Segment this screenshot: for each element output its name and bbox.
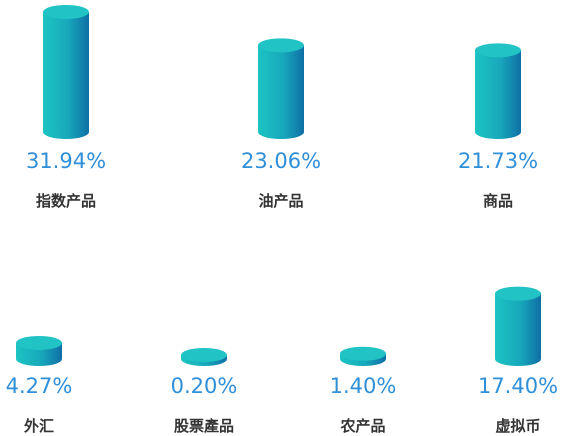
cylinder-body bbox=[258, 45, 304, 139]
cylinder-top bbox=[495, 286, 541, 301]
value-label: 17.40% bbox=[478, 374, 558, 398]
value-label: 1.40% bbox=[330, 374, 397, 398]
cylinder-bar bbox=[181, 348, 227, 366]
value-label: 4.27% bbox=[6, 374, 73, 398]
cylinder-bar bbox=[475, 43, 521, 140]
value-label: 23.06% bbox=[241, 149, 321, 173]
cylinder-top bbox=[181, 348, 227, 362]
cylinder-bar bbox=[495, 286, 541, 366]
cylinder-bar bbox=[16, 335, 62, 366]
cylinder-bar bbox=[43, 5, 89, 139]
category-label: 油产品 bbox=[258, 192, 303, 210]
value-label: 0.20% bbox=[171, 374, 238, 398]
value-label: 21.73% bbox=[458, 149, 538, 173]
category-label: 指数产品 bbox=[36, 192, 96, 210]
cylinder-bar bbox=[340, 346, 386, 366]
cylinder-body bbox=[495, 293, 541, 366]
category-label: 外汇 bbox=[23, 417, 54, 435]
cylinder-body bbox=[43, 12, 89, 139]
value-label: 31.94% bbox=[26, 149, 106, 173]
category-label: 股票產品 bbox=[174, 417, 234, 435]
cylinder-bar bbox=[258, 38, 304, 139]
category-label: 商品 bbox=[483, 192, 513, 210]
category-label: 虚拟币 bbox=[495, 417, 540, 435]
category-label: 农产品 bbox=[339, 417, 385, 435]
cylinder-top bbox=[43, 5, 89, 19]
cylinder-top bbox=[475, 43, 521, 58]
cylinder-top bbox=[16, 335, 62, 350]
cylinder-body bbox=[475, 50, 521, 140]
cylinder-top bbox=[258, 38, 304, 53]
cylinder-top bbox=[340, 346, 386, 361]
